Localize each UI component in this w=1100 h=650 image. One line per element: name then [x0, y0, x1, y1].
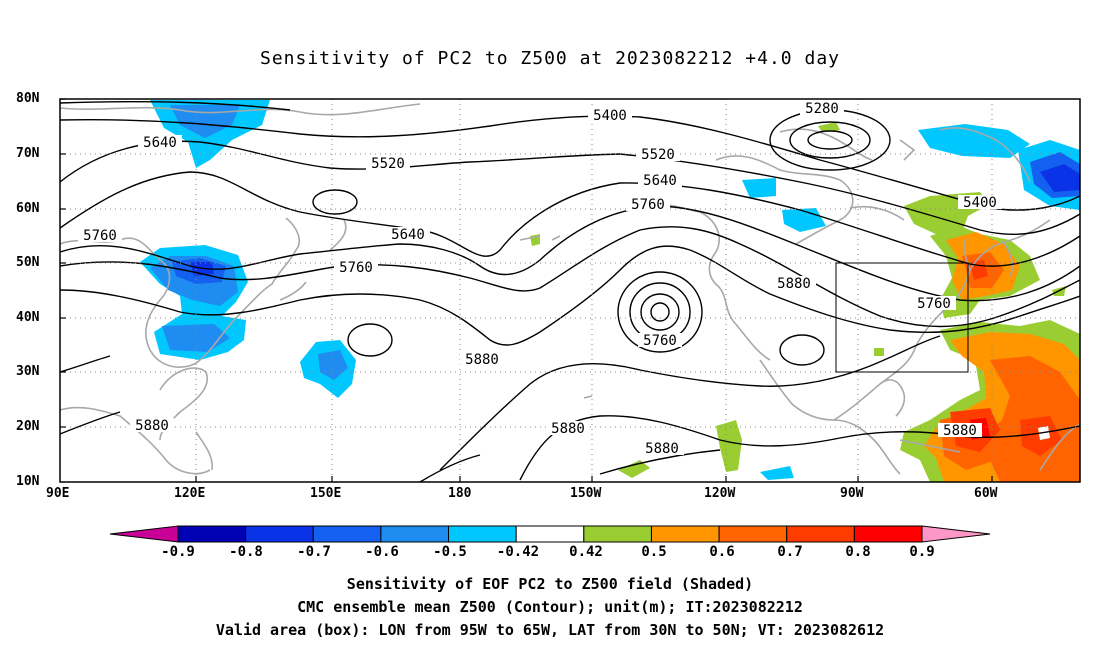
- colorbar-label: -0.6: [365, 544, 399, 560]
- colorbar-label: -0.7: [297, 544, 331, 560]
- contour-label: 5880: [546, 421, 590, 437]
- contour-label: 5880: [772, 276, 816, 292]
- contour-label: 5520: [636, 147, 680, 163]
- colorbar-label: 0.42: [569, 544, 603, 560]
- contour-label: 5880: [640, 441, 684, 457]
- lat-label: 60N: [16, 201, 40, 216]
- lon-label: 90E: [46, 486, 70, 501]
- lon-label: 180: [448, 486, 472, 501]
- contour-label-group: 5280 5400 5400 5520 5520 5640 5640 5640 …: [78, 101, 1002, 457]
- colorbar: [109, 525, 991, 543]
- svg-text:5640: 5640: [391, 227, 425, 243]
- lat-label: 80N: [16, 91, 40, 106]
- lon-label: 60W: [974, 486, 998, 501]
- contour-label: 5400: [588, 108, 632, 124]
- contour-label: 5640: [638, 173, 682, 189]
- svg-text:5880: 5880: [135, 418, 169, 434]
- svg-text:5760: 5760: [643, 333, 677, 349]
- svg-text:5640: 5640: [143, 135, 177, 151]
- plot-title: Sensitivity of PC2 to Z500 at 2023082212…: [259, 48, 840, 69]
- svg-text:5760: 5760: [83, 228, 117, 244]
- colorbar-label: 0.5: [641, 544, 667, 560]
- lat-label: 40N: [16, 310, 40, 325]
- contour-label: 5760: [78, 228, 122, 244]
- colorbar-cell: [448, 525, 517, 543]
- plot-frame: [59, 98, 1081, 483]
- svg-text:5760: 5760: [917, 296, 951, 312]
- colorbar-label: 0.7: [777, 544, 803, 560]
- colorbar-cell: [650, 525, 720, 543]
- svg-text:5880: 5880: [943, 423, 977, 439]
- lat-label: 70N: [16, 146, 40, 161]
- contour-label: 5760: [638, 333, 682, 349]
- lon-label: 120E: [174, 486, 206, 501]
- lat-label: 30N: [16, 364, 40, 379]
- colorbar-cell: [245, 525, 314, 543]
- contour-label: 5520: [366, 156, 410, 172]
- valid-area-box: [835, 262, 969, 373]
- lon-label: 150E: [310, 486, 342, 501]
- contour-label: 5280: [800, 101, 844, 117]
- contour-label: 5760: [626, 197, 670, 213]
- colorbar-label: 0.8: [845, 544, 871, 560]
- svg-text:5280: 5280: [805, 101, 839, 117]
- colorbar-cells: [177, 525, 923, 543]
- shading-positive: [530, 122, 1080, 482]
- colorbar-cell: [786, 525, 855, 543]
- svg-text:5880: 5880: [777, 276, 811, 292]
- svg-text:5520: 5520: [641, 147, 675, 163]
- lon-label: 150W: [570, 486, 602, 501]
- caption-line-3: Valid area (box): LON from 95W to 65W, L…: [215, 621, 885, 639]
- lat-label: 50N: [16, 255, 40, 270]
- colorbar-label: 0.9: [909, 544, 935, 560]
- colorbar-cell: [583, 525, 652, 543]
- lat-label: 10N: [16, 474, 40, 489]
- lon-label: 90W: [840, 486, 864, 501]
- colorbar-end-low: [109, 525, 179, 543]
- axis-ticks: [60, 98, 993, 482]
- svg-text:5760: 5760: [631, 197, 665, 213]
- colorbar-cell: [853, 525, 923, 543]
- colorbar-label: -0.9: [161, 544, 195, 560]
- colorbar-cell: [177, 525, 247, 543]
- contour-label: 5880: [938, 423, 982, 439]
- colorbar-label: -0.5: [433, 544, 467, 560]
- colorbar-end-high: [921, 525, 991, 543]
- caption-line-2: CMC ensemble mean Z500 (Contour); unit(m…: [297, 598, 803, 616]
- contour-label: 5760: [912, 296, 956, 312]
- svg-text:5640: 5640: [643, 173, 677, 189]
- colorbar-label: -0.42: [496, 544, 540, 560]
- colorbar-cell: [718, 525, 788, 543]
- svg-text:5400: 5400: [963, 195, 997, 211]
- svg-text:5400: 5400: [593, 108, 627, 124]
- svg-text:5520: 5520: [371, 156, 405, 172]
- colorbar-label: -0.8: [229, 544, 263, 560]
- lat-label: 20N: [16, 419, 40, 434]
- svg-text:5880: 5880: [465, 352, 499, 368]
- colorbar-cell: [380, 525, 450, 543]
- contour-label: 5880: [130, 418, 174, 434]
- shading-negative: [140, 100, 1080, 398]
- contour-label: 5880: [460, 352, 504, 368]
- colorbar-cell: [515, 525, 585, 543]
- svg-text:5880: 5880: [551, 421, 585, 437]
- contour-label: 5640: [386, 227, 430, 243]
- svg-text:5880: 5880: [645, 441, 679, 457]
- colorbar-label: 0.6: [709, 544, 735, 560]
- lon-label: 120W: [704, 486, 736, 501]
- contour-label: 5640: [138, 135, 182, 151]
- caption-line-1: Sensitivity of EOF PC2 to Z500 field (Sh…: [346, 575, 754, 593]
- contour-label: 5400: [958, 195, 1002, 211]
- colorbar-cell: [312, 525, 382, 543]
- contour-label: 5760: [334, 260, 378, 276]
- svg-text:5760: 5760: [339, 260, 373, 276]
